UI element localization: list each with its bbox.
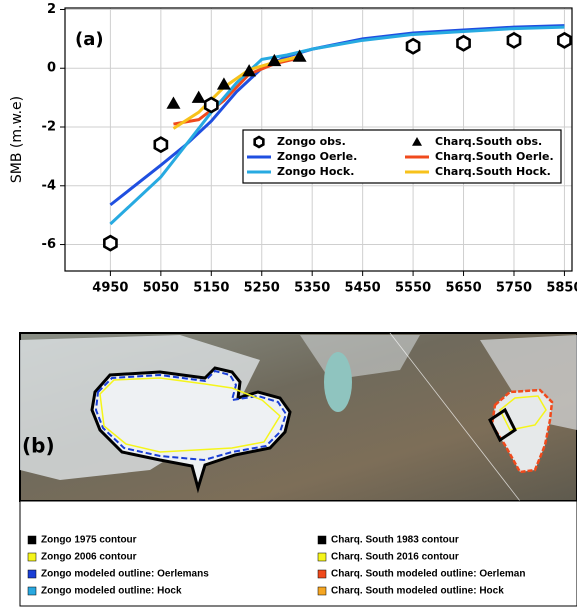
legend-label: Charq.South Hock.	[435, 165, 551, 178]
legend-label: Charq. South 2016 contour	[331, 552, 459, 563]
x-tick-label: 5450	[345, 281, 381, 296]
figure: (b) 4950 5050 5150 5250 5350 5450 5550 5650 5750…	[0, 0, 577, 607]
legend-label: Charq. South modeled outline: Hock	[331, 586, 504, 597]
x-tick-label: 5850	[546, 281, 577, 296]
satellite-image: (b)	[20, 333, 577, 606]
y-tick-label: -6	[42, 237, 56, 252]
chart-a: 4950 5050 5150 5250 5350 5450 5550 5650 5750 5850…	[9, 2, 577, 296]
x-tick-label: 5750	[496, 281, 532, 296]
hexagon-marker	[155, 138, 167, 152]
legend-label: Charq. South modeled outline: Oerleman	[331, 569, 525, 580]
legend-swatch	[318, 587, 326, 595]
legend-swatch	[318, 553, 326, 561]
triangle-marker	[192, 91, 206, 103]
y-axis-label: SMB (m.w.e)	[9, 96, 25, 183]
x-tick-label: 5050	[143, 281, 179, 296]
hexagon-marker	[457, 36, 469, 50]
panel-label: (b)	[22, 434, 55, 458]
legend-label: Zongo 1975 contour	[41, 535, 137, 546]
x-tick-label: 5250	[244, 281, 280, 296]
x-tick-label: 5550	[395, 281, 431, 296]
legend-label: Zongo modeled outline: Oerlemans	[41, 569, 209, 580]
hexagon-marker	[205, 98, 217, 112]
y-tick-label: 0	[47, 61, 56, 76]
hexagon-marker	[407, 39, 419, 53]
hexagon-marker	[104, 236, 116, 250]
x-tick-label: 5150	[193, 281, 229, 296]
legend-label: Zongo obs.	[277, 135, 346, 148]
y-tick-label: 2	[47, 2, 56, 17]
legend-label: Zongo modeled outline: Hock	[41, 586, 182, 597]
legend-swatch	[28, 553, 36, 561]
legend-swatch	[318, 570, 326, 578]
legend-label: Zongo Oerle.	[277, 150, 357, 163]
legend-swatch	[28, 536, 36, 544]
y-tick-label: -2	[42, 120, 56, 135]
hexagon-marker	[508, 33, 520, 47]
x-tick-label: 5350	[294, 281, 330, 296]
legend-swatch	[28, 587, 36, 595]
legend-swatch	[28, 570, 36, 578]
x-tick-label: 4950	[92, 281, 128, 296]
y-tick-label: -4	[42, 178, 56, 193]
legend-label: Zongo 2006 contour	[41, 552, 137, 563]
legend-label: Charq. South 1983 contour	[331, 535, 459, 546]
legend-marker	[255, 137, 264, 147]
x-tick-label: 5650	[445, 281, 481, 296]
legend-label: Charq.South Oerle.	[435, 150, 554, 163]
annotation: (a)	[75, 29, 104, 50]
legend-label: Charq.South obs.	[435, 135, 542, 148]
triangle-marker	[166, 97, 180, 109]
legend-label: Zongo Hock.	[277, 165, 354, 178]
hexagon-marker	[558, 33, 570, 47]
legend-swatch	[318, 536, 326, 544]
